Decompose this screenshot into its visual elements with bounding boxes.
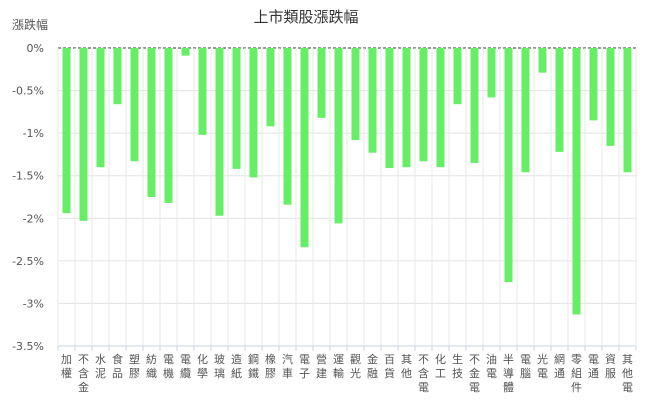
bar-半導體 [504,48,513,283]
x-tick-label: 加權 [61,353,72,380]
x-tick-label: 電機 [163,353,174,380]
y-tick-label: -1% [23,127,44,140]
x-tick-label: 營建 [316,353,327,380]
bar-水泥 [96,48,105,168]
bar-電纜 [181,48,190,56]
bar-網通 [555,48,564,152]
x-tick-label: 其他 [401,353,412,380]
x-tick-label: 玻璃 [214,353,225,380]
x-tick-label: 油電 [486,352,497,380]
x-tick-label: 化工 [435,352,446,380]
bar-不含電 [419,48,428,162]
x-tick-label: 半導體 [503,352,514,394]
bar-光電 [538,48,547,73]
x-tick-label: 紡織 [146,352,157,380]
bar-加權 [62,48,71,214]
x-tick-label: 光電 [537,352,548,380]
bar-其他 [402,48,411,168]
x-tick-label: 網通 [554,352,565,380]
bar-生技 [453,48,462,105]
y-tick-label: -0.5% [12,85,44,98]
x-tick-label: 百貨 [384,353,395,380]
x-tick-label: 零組件 [571,353,582,394]
bar-化工 [436,48,445,168]
x-tick-label: 資服 [605,353,616,380]
x-tick-label: 電腦 [520,353,531,380]
bar-電通 [589,48,598,121]
bar-塑膠 [130,48,139,162]
bar-電機 [164,48,173,203]
x-tick-label: 觀光 [350,353,361,380]
x-tick-label: 不含電 [418,353,429,394]
x-tick-label: 電通 [588,353,599,380]
x-tick-label: 其他電 [622,353,633,394]
x-tick-label: 水泥 [95,353,106,380]
bar-運輸 [334,48,343,224]
bar-零組件 [572,48,581,315]
x-tick-label: 鋼鐵 [248,352,259,380]
y-axis-label: 漲跌幅 [12,17,48,32]
x-tick-label: 電子 [299,353,310,380]
x-tick-label: 不金電 [469,353,480,394]
bar-不金電 [470,48,479,163]
chart-title: 上市類股漲跌幅 [253,8,358,26]
y-tick-label: -2.5% [12,255,44,268]
x-tick-label: 化學 [197,352,208,380]
bar-電子 [300,48,309,248]
y-tick-label: -3% [23,297,44,310]
bar-電腦 [521,48,530,173]
x-tick-label: 運輸 [333,353,344,380]
bar-其他電 [623,48,632,173]
bar-觀光 [351,48,360,140]
bar-百貨 [385,48,394,169]
x-tick-label: 不含金 [78,353,89,394]
bar-金融 [368,48,377,153]
y-tick-label: 0% [27,42,44,55]
bar-紡織 [147,48,156,197]
x-tick-label: 食品 [112,352,123,380]
bar-油電 [487,48,496,98]
bar-食品 [113,48,122,105]
x-tick-label: 橡膠 [265,353,276,380]
x-tick-label: 生技 [452,352,463,380]
y-tick-label: -1.5% [12,170,44,183]
bar-汽車 [283,48,292,205]
x-tick-label: 造紙 [231,352,242,380]
bar-橡膠 [266,48,275,127]
bar-造紙 [232,48,241,169]
bar-玻璃 [215,48,224,216]
x-tick-label: 塑膠 [129,352,140,380]
bar-化學 [198,48,207,135]
x-tick-label: 汽車 [282,352,293,380]
bar-營建 [317,48,326,118]
bar-鋼鐵 [249,48,258,178]
y-tick-label: -3.5% [12,340,44,353]
x-tick-label: 電纜 [180,353,191,380]
y-tick-label: -2% [23,212,44,225]
bar-不含金 [79,48,88,221]
bar-資服 [606,48,615,146]
x-tick-label: 金融 [367,352,378,380]
